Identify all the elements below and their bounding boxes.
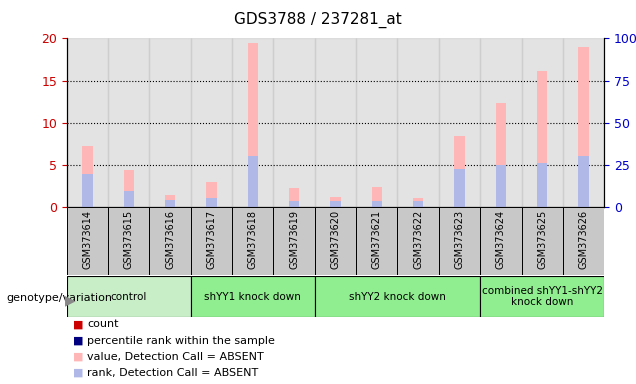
Bar: [315, 276, 480, 317]
Bar: [123, 191, 134, 207]
Bar: [165, 200, 176, 207]
Bar: [330, 197, 341, 207]
Bar: [191, 207, 232, 275]
Bar: [563, 207, 604, 275]
Bar: [398, 207, 439, 275]
Bar: [232, 38, 273, 207]
Bar: [480, 276, 604, 317]
Bar: [537, 164, 548, 207]
Text: ▶: ▶: [65, 293, 76, 307]
Bar: [495, 103, 506, 207]
Bar: [315, 207, 356, 275]
Text: GSM373620: GSM373620: [331, 210, 340, 269]
Text: value, Detection Call = ABSENT: value, Detection Call = ABSENT: [87, 352, 264, 362]
Text: GSM373621: GSM373621: [372, 210, 382, 269]
Bar: [108, 207, 149, 275]
Bar: [454, 136, 465, 207]
Bar: [413, 198, 424, 207]
Bar: [108, 38, 149, 207]
Bar: [149, 207, 191, 275]
Bar: [67, 276, 191, 317]
Bar: [439, 207, 480, 275]
Bar: [82, 146, 93, 207]
Text: GSM373622: GSM373622: [413, 210, 423, 269]
Bar: [273, 38, 315, 207]
Bar: [206, 182, 217, 207]
Bar: [454, 169, 465, 207]
Bar: [191, 38, 232, 207]
Text: GSM373616: GSM373616: [165, 210, 175, 269]
Bar: [82, 174, 93, 207]
Bar: [480, 38, 522, 207]
Text: ■: ■: [73, 368, 84, 378]
Bar: [123, 170, 134, 207]
Text: GSM373625: GSM373625: [537, 210, 547, 269]
Bar: [356, 38, 398, 207]
Bar: [537, 71, 548, 207]
Bar: [247, 43, 258, 207]
Bar: [273, 207, 315, 275]
Text: GSM373615: GSM373615: [124, 210, 134, 269]
Bar: [480, 207, 522, 275]
Text: shYY1 knock down: shYY1 knock down: [204, 291, 301, 302]
Bar: [522, 207, 563, 275]
Bar: [67, 207, 108, 275]
Bar: [413, 202, 424, 207]
Bar: [330, 202, 341, 207]
Text: GSM373617: GSM373617: [207, 210, 216, 269]
Text: GSM373626: GSM373626: [579, 210, 588, 269]
Bar: [289, 200, 300, 207]
Bar: [371, 200, 382, 207]
Bar: [165, 195, 176, 207]
Bar: [578, 156, 589, 207]
Bar: [398, 38, 439, 207]
Text: percentile rank within the sample: percentile rank within the sample: [87, 336, 275, 346]
Text: GSM373619: GSM373619: [289, 210, 299, 269]
Bar: [578, 47, 589, 207]
Bar: [371, 187, 382, 207]
Bar: [206, 198, 217, 207]
Text: GSM373618: GSM373618: [248, 210, 258, 269]
Text: shYY2 knock down: shYY2 knock down: [349, 291, 446, 302]
Text: GSM373623: GSM373623: [455, 210, 464, 269]
Text: genotype/variation: genotype/variation: [6, 293, 113, 303]
Text: ■: ■: [73, 319, 84, 329]
Bar: [315, 38, 356, 207]
Text: GSM373614: GSM373614: [83, 210, 92, 269]
Text: combined shYY1-shYY2
knock down: combined shYY1-shYY2 knock down: [481, 286, 603, 308]
Bar: [495, 165, 506, 207]
Text: ■: ■: [73, 336, 84, 346]
Bar: [149, 38, 191, 207]
Text: control: control: [111, 291, 147, 302]
Text: rank, Detection Call = ABSENT: rank, Detection Call = ABSENT: [87, 368, 258, 378]
Bar: [563, 38, 604, 207]
Bar: [67, 38, 108, 207]
Bar: [289, 188, 300, 207]
Bar: [191, 276, 315, 317]
Text: count: count: [87, 319, 119, 329]
Bar: [522, 38, 563, 207]
Bar: [232, 207, 273, 275]
Bar: [247, 156, 258, 207]
Text: GDS3788 / 237281_at: GDS3788 / 237281_at: [234, 12, 402, 28]
Bar: [439, 38, 480, 207]
Text: GSM373624: GSM373624: [496, 210, 506, 269]
Text: ■: ■: [73, 352, 84, 362]
Bar: [356, 207, 398, 275]
